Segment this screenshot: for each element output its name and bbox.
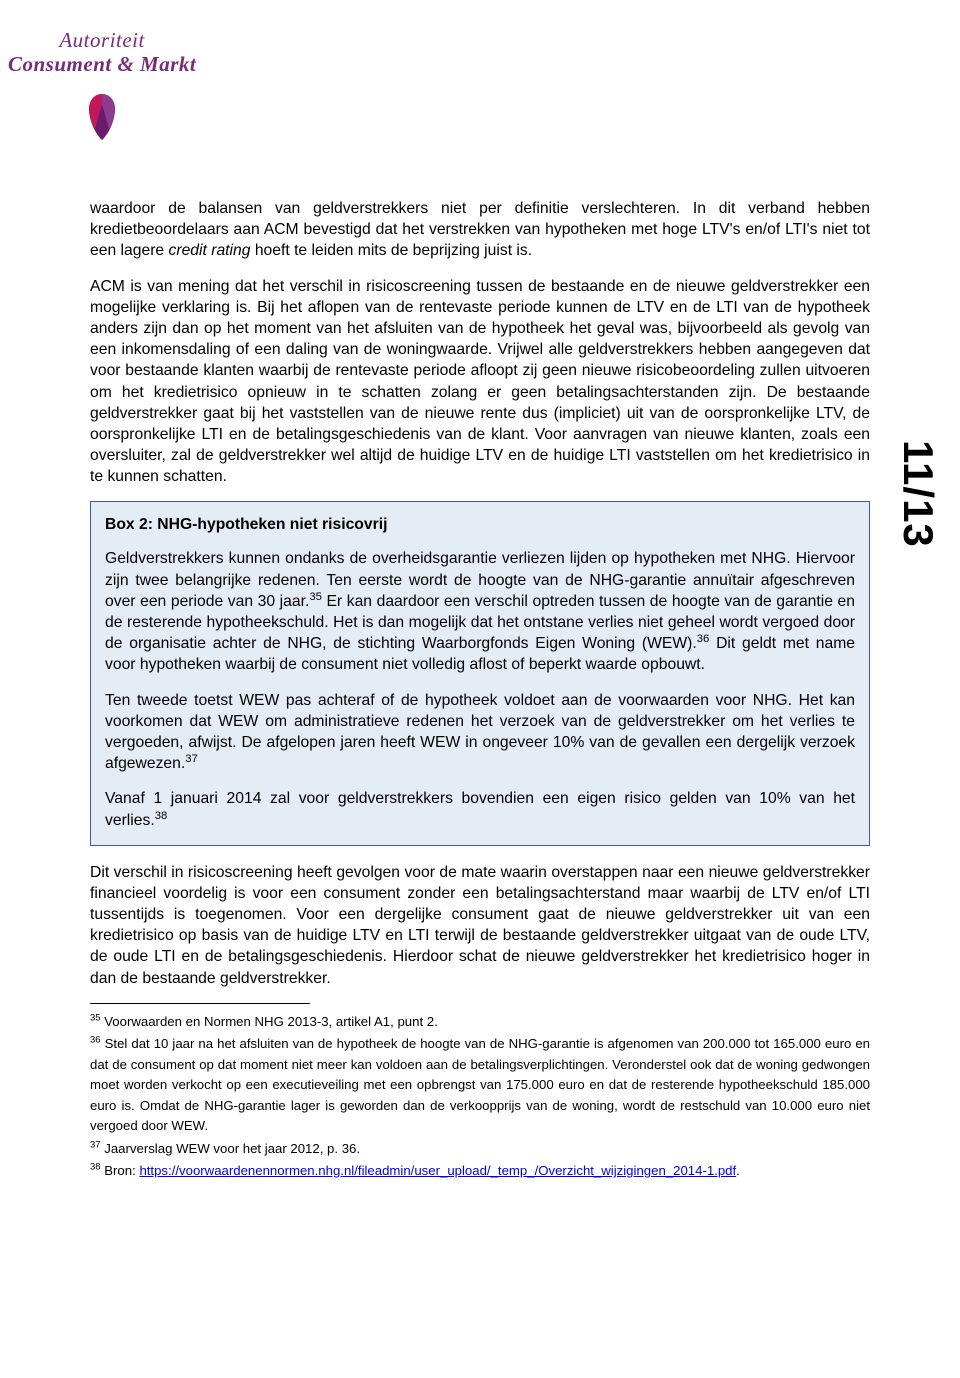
paragraph-after-box: Dit verschil in risicoscreening heeft ge… — [90, 862, 870, 989]
page-content: waardoor de balansen van geldverstrekker… — [90, 198, 870, 1183]
logo-tulip-icon — [77, 84, 127, 142]
page-number: 11/13 — [894, 440, 942, 548]
paragraph-body: ACM is van mening dat het verschil in ri… — [90, 276, 870, 488]
logo-line-2: Consument & Markt — [8, 52, 196, 76]
box-para-3: Vanaf 1 januari 2014 zal voor geldverstr… — [105, 788, 855, 830]
box-para-2: Ten tweede toetst WEW pas achteraf of de… — [105, 690, 855, 775]
box-title: Box 2: NHG-hypotheken niet risicovrij — [105, 516, 855, 534]
footnote-ref-36: 36 — [697, 633, 710, 645]
brand-logo: Autoriteit Consument & Markt — [8, 28, 196, 142]
info-box-nhg: Box 2: NHG-hypotheken niet risicovrij Ge… — [90, 501, 870, 845]
footnote-38-link[interactable]: https://voorwaardenennormen.nhg.nl/filea… — [139, 1163, 736, 1178]
footnote-ref-35: 35 — [309, 591, 322, 603]
paragraph-intro: waardoor de balansen van geldverstrekker… — [90, 198, 870, 262]
footnote-ref-37: 37 — [185, 753, 198, 765]
footnote-37: 37 Jaarverslag WEW voor het jaar 2012, p… — [90, 1139, 870, 1159]
box-para-1: Geldverstrekkers kunnen ondanks de overh… — [105, 548, 855, 675]
logo-line-1: Autoriteit — [8, 28, 196, 52]
para1-b: hoeft te leiden mits de beprijzing juist… — [250, 242, 532, 259]
footnote-ref-38: 38 — [155, 809, 168, 821]
footnote-38: 38 Bron: https://voorwaardenennormen.nhg… — [90, 1161, 870, 1181]
footnote-35: 35 Voorwaarden en Normen NHG 2013-3, art… — [90, 1012, 870, 1032]
footnotes-separator — [90, 1003, 310, 1004]
footnote-36: 36 Stel dat 10 jaar na het afsluiten van… — [90, 1034, 870, 1136]
para1-italic: credit rating — [169, 242, 251, 259]
